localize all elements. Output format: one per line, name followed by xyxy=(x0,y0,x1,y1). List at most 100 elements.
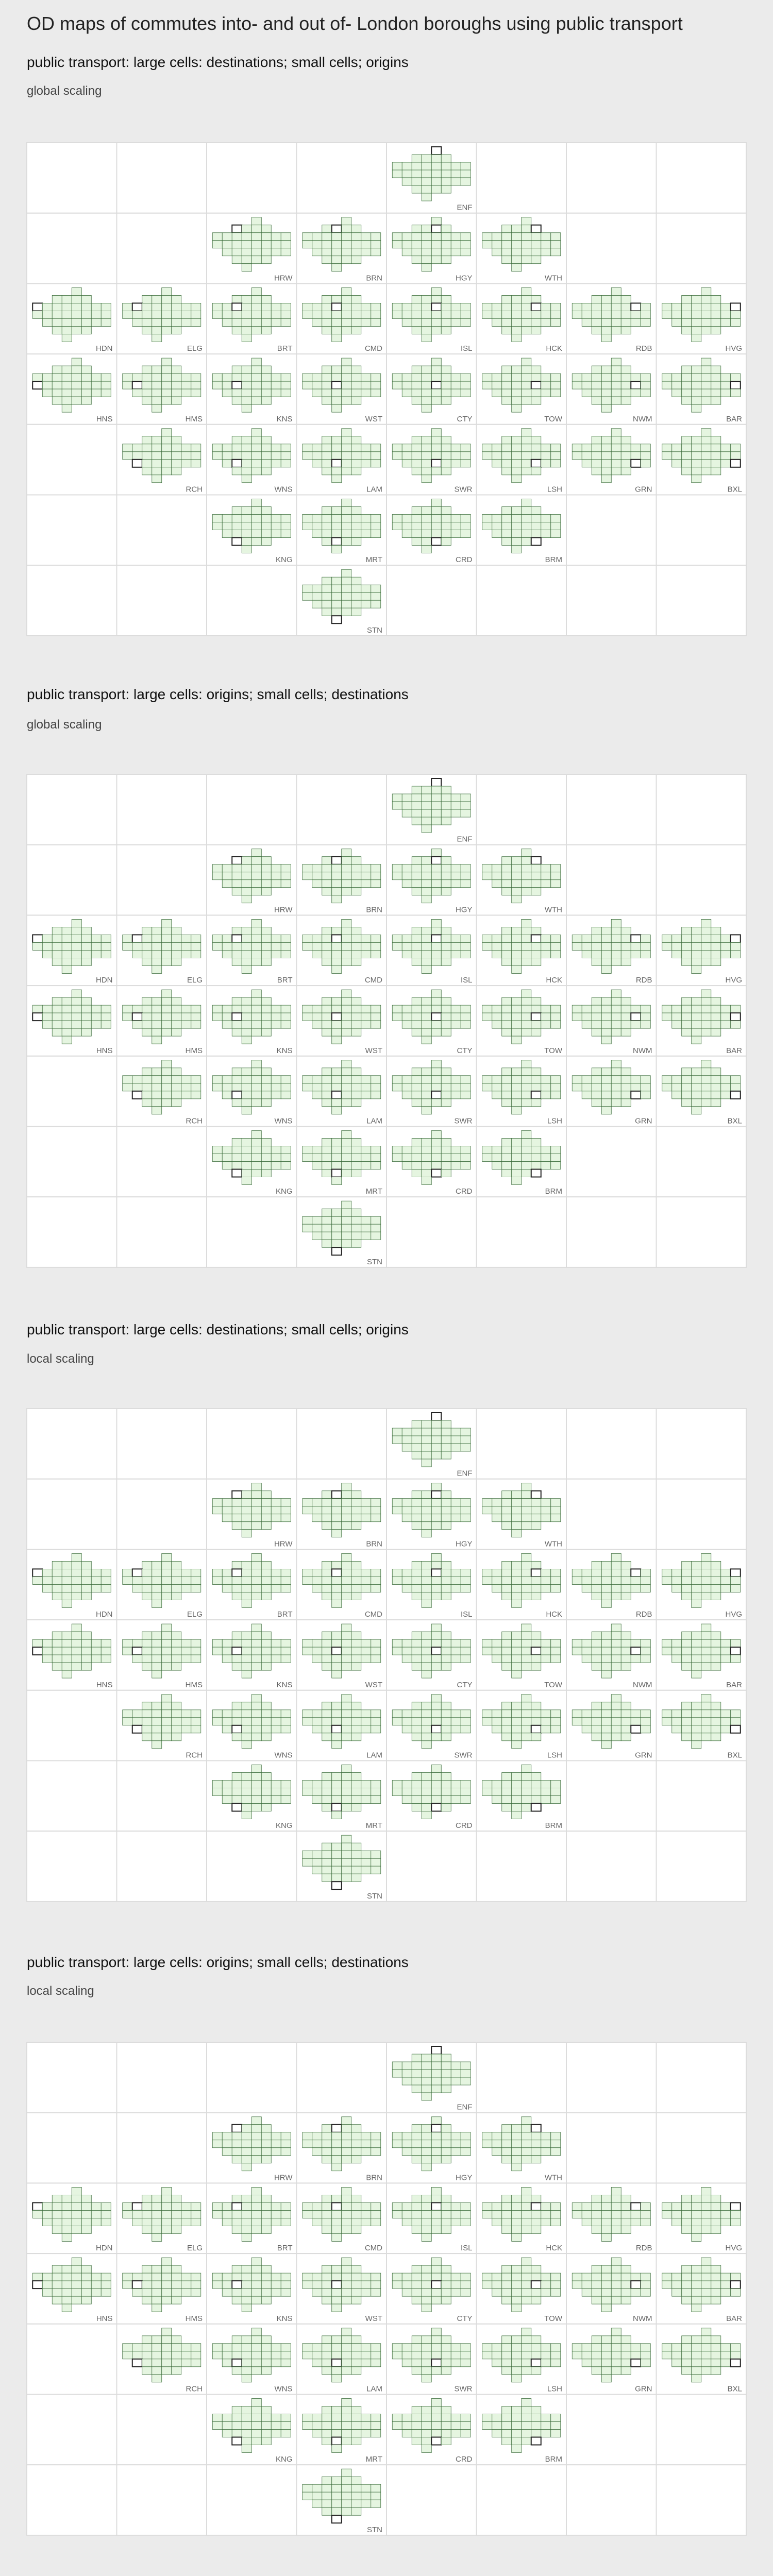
small-cell xyxy=(441,2061,451,2070)
borough-label: BXL xyxy=(728,1751,742,1760)
small-cell xyxy=(511,1584,522,1592)
borough-label: SWR xyxy=(455,485,473,494)
small-cell xyxy=(131,2202,143,2211)
small-cell xyxy=(361,1639,372,1648)
small-cell xyxy=(261,240,272,249)
small-cell xyxy=(322,2155,332,2164)
small-cell xyxy=(181,942,192,951)
small-cell xyxy=(152,303,162,311)
small-cell xyxy=(421,2280,432,2289)
small-cell xyxy=(611,997,621,1006)
small-cell xyxy=(152,2225,162,2234)
small-cell xyxy=(581,1568,592,1577)
small-cell xyxy=(620,2280,631,2289)
small-cell xyxy=(361,950,372,958)
small-cell xyxy=(501,1506,512,1515)
small-cell xyxy=(681,927,692,935)
small-cell xyxy=(501,1795,512,1804)
borough-map: HNS xyxy=(32,989,113,1055)
small-cell xyxy=(161,989,172,998)
small-cell xyxy=(450,2077,461,2086)
small-cell xyxy=(322,303,332,311)
small-cell xyxy=(460,872,471,880)
small-cell xyxy=(171,2217,182,2226)
small-cell xyxy=(212,2343,223,2352)
small-cell xyxy=(312,864,323,873)
small-cell xyxy=(450,1091,461,1099)
small-cell xyxy=(691,451,702,460)
small-cell xyxy=(620,303,631,311)
small-cell xyxy=(152,2288,162,2297)
small-cell xyxy=(541,232,551,241)
small-cell xyxy=(691,1709,702,1718)
small-cell xyxy=(591,1709,602,1718)
small-cell xyxy=(601,459,612,468)
small-cell xyxy=(251,1717,262,1726)
small-cell xyxy=(341,1803,352,1811)
small-cell xyxy=(421,240,432,249)
small-cell xyxy=(431,1154,442,1162)
small-cell xyxy=(441,786,451,794)
small-cell xyxy=(280,2288,291,2297)
small-cell xyxy=(671,311,682,319)
small-cell xyxy=(341,326,352,334)
small-cell xyxy=(100,303,111,311)
small-cell xyxy=(351,2280,362,2289)
small-cell xyxy=(341,2468,352,2477)
borough-map: WTH xyxy=(482,1483,562,1548)
small-cell xyxy=(251,388,262,397)
small-cell xyxy=(261,1514,272,1522)
small-cell xyxy=(441,927,451,935)
small-cell xyxy=(521,1154,532,1162)
small-cell xyxy=(460,2217,471,2226)
small-cell xyxy=(541,2202,551,2211)
small-cell xyxy=(371,1012,381,1021)
small-cell xyxy=(371,1005,381,1013)
small-cell xyxy=(361,2414,372,2422)
small-cell xyxy=(620,2194,631,2203)
small-cell xyxy=(171,1012,182,1021)
small-cell xyxy=(421,2124,432,2133)
small-cell xyxy=(32,934,43,943)
small-cell xyxy=(431,499,442,507)
borough-map: MRT xyxy=(302,1765,382,1830)
small-cell xyxy=(401,801,412,810)
small-cell xyxy=(572,1576,582,1585)
small-cell xyxy=(341,1639,352,1648)
small-cell xyxy=(421,2445,432,2453)
small-cell xyxy=(222,2343,232,2352)
borough-label: BAR xyxy=(726,1681,742,1689)
small-cell xyxy=(341,1028,352,1037)
small-cell xyxy=(241,365,252,374)
small-cell xyxy=(261,1803,272,1811)
borough-map: WNS xyxy=(212,1694,293,1760)
small-cell xyxy=(231,232,242,241)
small-cell xyxy=(371,2484,381,2493)
small-cell xyxy=(302,864,313,873)
small-cell xyxy=(441,793,451,802)
small-cell xyxy=(322,2140,332,2148)
borough-label: HRW xyxy=(274,1539,293,1548)
small-cell xyxy=(441,1717,451,1726)
small-cell xyxy=(501,2132,512,2141)
small-cell xyxy=(322,2273,332,2281)
small-cell xyxy=(61,1036,72,1044)
small-cell xyxy=(241,1498,252,1507)
small-cell xyxy=(482,303,493,311)
small-cell xyxy=(191,1639,201,1648)
small-cell xyxy=(351,381,362,389)
small-cell xyxy=(421,1498,432,1507)
small-cell xyxy=(691,467,702,476)
small-cell xyxy=(351,506,362,515)
small-cell xyxy=(511,2414,522,2422)
borough-map: KNG xyxy=(212,1130,293,1196)
small-cell xyxy=(441,256,451,264)
small-cell xyxy=(100,2210,111,2218)
small-cell xyxy=(371,514,381,522)
small-cell xyxy=(441,1428,451,1436)
small-cell xyxy=(371,2147,381,2156)
small-cell xyxy=(371,248,381,257)
small-cell xyxy=(280,872,291,880)
small-cell xyxy=(460,1435,471,1444)
small-cell xyxy=(91,303,102,311)
